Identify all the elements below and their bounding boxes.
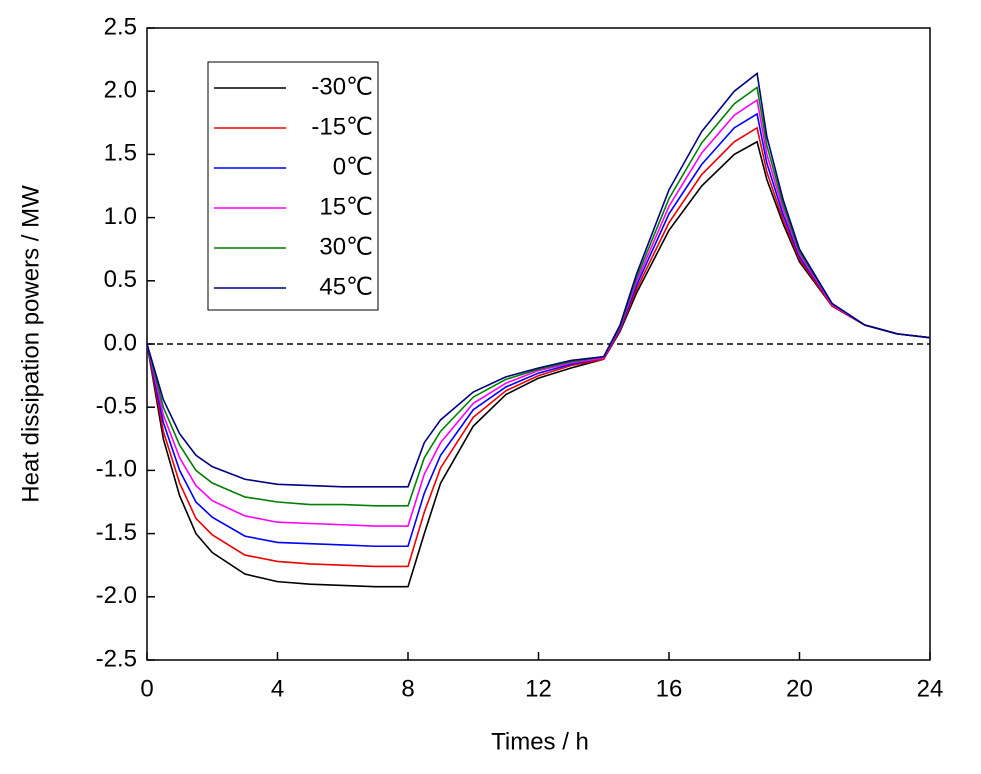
legend-box <box>207 61 379 311</box>
series-line <box>146 126 931 568</box>
x-tick-label: 16 <box>656 675 683 702</box>
y-tick-label: 1.5 <box>104 140 137 167</box>
y-tick-label: 1.0 <box>104 203 137 230</box>
y-tick-label: -2.0 <box>96 582 137 609</box>
x-tick-label: 4 <box>271 675 284 702</box>
series-line <box>146 112 931 548</box>
x-tick-label: 12 <box>525 675 552 702</box>
series-line <box>146 98 931 527</box>
y-tick-label: -0.5 <box>96 393 137 420</box>
series-line <box>146 140 931 588</box>
legend-label: 45℃ <box>319 273 373 300</box>
y-axis-label: Heat dissipation powers / MW <box>17 185 44 503</box>
x-tick-label: 8 <box>401 675 414 702</box>
legend-label: -30℃ <box>311 73 373 100</box>
legend-label: 0℃ <box>333 153 373 180</box>
y-tick-label: 2.0 <box>104 77 137 104</box>
series-line <box>146 72 931 488</box>
legend-label: 15℃ <box>319 193 373 220</box>
x-axis-label: Times / h <box>491 728 589 755</box>
y-tick-label: 2.5 <box>104 13 137 40</box>
y-tick-label: -2.5 <box>96 645 137 672</box>
y-tick-label: -1.0 <box>96 456 137 483</box>
y-tick-label: 0.5 <box>104 266 137 293</box>
series-line <box>146 86 931 507</box>
legend-label: -15℃ <box>311 113 373 140</box>
x-tick-label: 0 <box>140 675 153 702</box>
y-tick-label: 0.0 <box>104 329 137 356</box>
x-tick-label: 24 <box>917 675 944 702</box>
x-tick-label: 20 <box>786 675 813 702</box>
y-tick-label: -1.5 <box>96 519 137 546</box>
legend-label: 30℃ <box>319 233 373 260</box>
